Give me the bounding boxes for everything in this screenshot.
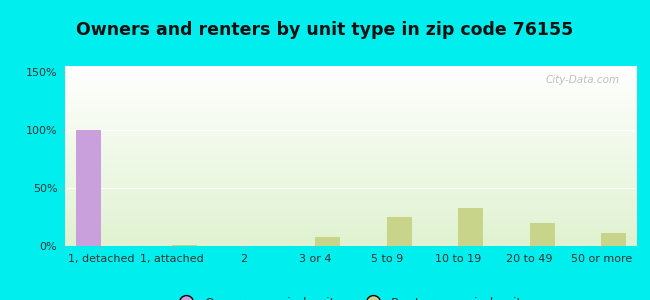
Bar xyxy=(458,208,483,246)
Legend: Owner occupied units, Renter occupied units: Owner occupied units, Renter occupied un… xyxy=(169,292,533,300)
Text: Owners and renters by unit type in zip code 76155: Owners and renters by unit type in zip c… xyxy=(77,21,573,39)
Bar xyxy=(75,130,101,246)
Bar xyxy=(315,237,341,246)
Bar xyxy=(601,233,626,246)
Bar xyxy=(172,245,198,246)
Text: City-Data.com: City-Data.com xyxy=(546,75,620,85)
Bar xyxy=(387,217,412,246)
Bar xyxy=(530,223,554,246)
